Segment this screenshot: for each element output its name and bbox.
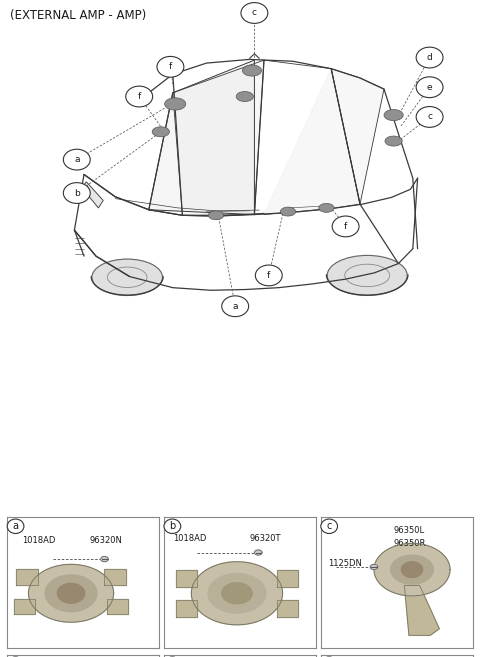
Circle shape <box>63 149 90 170</box>
Text: 96320T: 96320T <box>249 533 281 543</box>
Polygon shape <box>28 564 114 622</box>
Circle shape <box>63 183 90 204</box>
Polygon shape <box>374 543 450 596</box>
Polygon shape <box>404 585 439 635</box>
Circle shape <box>416 47 443 68</box>
Ellipse shape <box>280 207 296 216</box>
Text: 96320N: 96320N <box>89 536 122 545</box>
Polygon shape <box>391 555 433 584</box>
Circle shape <box>416 77 443 98</box>
Ellipse shape <box>242 65 262 76</box>
Polygon shape <box>222 583 252 604</box>
Text: (EXTERNAL AMP - AMP): (EXTERNAL AMP - AMP) <box>10 9 146 22</box>
Polygon shape <box>14 599 36 614</box>
Ellipse shape <box>165 98 186 110</box>
Ellipse shape <box>236 91 253 102</box>
Text: 96350L: 96350L <box>394 526 425 535</box>
Polygon shape <box>208 574 266 613</box>
Text: c: c <box>326 521 332 532</box>
Circle shape <box>255 265 282 286</box>
Polygon shape <box>82 182 103 208</box>
Text: 1125DN: 1125DN <box>328 558 362 568</box>
Polygon shape <box>370 564 378 570</box>
Polygon shape <box>331 69 384 204</box>
Polygon shape <box>176 600 197 617</box>
Text: a: a <box>232 302 238 311</box>
Polygon shape <box>101 556 108 562</box>
Circle shape <box>321 519 337 533</box>
Polygon shape <box>192 562 283 625</box>
Text: f: f <box>344 222 347 231</box>
Circle shape <box>416 106 443 127</box>
Polygon shape <box>107 599 128 614</box>
Polygon shape <box>58 583 84 603</box>
Polygon shape <box>176 570 197 587</box>
Ellipse shape <box>92 259 162 296</box>
Text: 96350R: 96350R <box>394 539 426 548</box>
Ellipse shape <box>384 110 403 121</box>
Polygon shape <box>45 575 97 612</box>
Ellipse shape <box>152 127 169 137</box>
Circle shape <box>332 216 359 237</box>
Text: c: c <box>427 112 432 122</box>
Text: a: a <box>74 155 80 164</box>
Polygon shape <box>277 570 298 587</box>
Circle shape <box>164 519 181 533</box>
Text: e: e <box>427 83 432 92</box>
Circle shape <box>126 86 153 107</box>
Text: 1018AD: 1018AD <box>23 536 56 545</box>
Text: f: f <box>169 62 172 72</box>
Text: b: b <box>74 189 80 198</box>
Polygon shape <box>264 69 360 215</box>
Ellipse shape <box>385 136 402 146</box>
Text: c: c <box>252 9 257 18</box>
Ellipse shape <box>208 211 224 219</box>
Ellipse shape <box>319 204 334 212</box>
Polygon shape <box>173 60 264 215</box>
Circle shape <box>7 519 24 533</box>
Text: d: d <box>427 53 432 62</box>
Circle shape <box>157 57 184 78</box>
Text: f: f <box>267 271 270 280</box>
Polygon shape <box>149 60 254 215</box>
Polygon shape <box>254 550 262 555</box>
Polygon shape <box>401 562 422 578</box>
Circle shape <box>222 296 249 317</box>
Ellipse shape <box>327 256 407 296</box>
Polygon shape <box>105 569 126 585</box>
Text: a: a <box>12 521 19 532</box>
Text: f: f <box>138 92 141 101</box>
Text: b: b <box>169 521 176 532</box>
Polygon shape <box>277 600 298 617</box>
Circle shape <box>241 3 268 24</box>
Text: 1018AD: 1018AD <box>173 533 206 543</box>
Polygon shape <box>16 569 37 585</box>
